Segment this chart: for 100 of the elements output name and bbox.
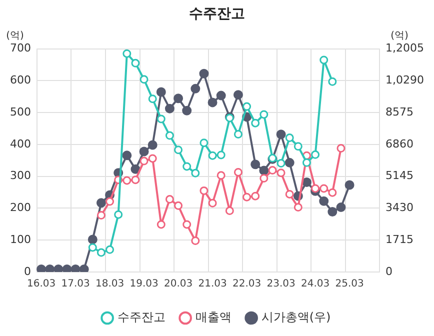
point: [174, 201, 183, 210]
point: [336, 202, 346, 212]
point: [302, 177, 312, 187]
y2-tick-label: 5145: [386, 169, 414, 182]
point: [182, 162, 192, 171]
point: [131, 58, 140, 68]
point: [182, 220, 192, 229]
y-tick-label: 700: [10, 42, 31, 55]
point: [148, 154, 157, 163]
point: [284, 158, 294, 168]
y2-tick-label: 1,0290: [386, 74, 424, 87]
point: [106, 197, 114, 206]
point: [122, 150, 132, 160]
y-tick-label: 500: [10, 105, 31, 118]
point: [122, 176, 132, 185]
x-tick-label: 23.03: [266, 278, 296, 290]
point: [276, 130, 286, 140]
point: [285, 190, 294, 198]
point: [234, 168, 242, 176]
legend-label: 매출액: [195, 310, 232, 324]
legend-label: 시가총액(우): [261, 310, 331, 324]
y2-tick-label: 6860: [386, 137, 414, 150]
point: [260, 174, 268, 183]
point: [36, 264, 46, 272]
y2-tick-label: 8575: [386, 105, 414, 118]
point: [54, 264, 64, 272]
point: [191, 236, 200, 245]
point: [182, 106, 192, 116]
point: [242, 192, 252, 202]
point: [191, 168, 200, 178]
point: [122, 49, 132, 58]
point: [139, 146, 149, 156]
point: [319, 196, 329, 206]
x-tick-label: 16.03: [26, 278, 56, 290]
y2-axis-title: (억): [390, 30, 409, 42]
point: [199, 68, 209, 78]
point: [140, 156, 148, 166]
point: [251, 192, 260, 200]
x-tick-label: 21.03: [198, 278, 227, 290]
point: [208, 98, 218, 108]
y2-tick-label: 1715: [386, 232, 414, 246]
point: [328, 207, 338, 217]
y2-tick-label: 0: [386, 264, 393, 278]
point: [208, 198, 217, 208]
point: [276, 168, 286, 178]
point: [174, 94, 184, 104]
point: [156, 114, 166, 124]
chart-title: 수주잔고: [189, 6, 245, 22]
point: [96, 248, 106, 257]
point: [311, 184, 320, 193]
point: [148, 94, 157, 104]
point: [320, 184, 328, 193]
point: [131, 176, 140, 184]
y-tick-label: 100: [10, 232, 31, 246]
point: [130, 164, 140, 174]
point: [200, 138, 208, 148]
point: [156, 220, 166, 229]
point: [216, 150, 226, 160]
point: [260, 110, 268, 119]
x-tick-label: 17.03: [61, 278, 90, 290]
point: [251, 118, 260, 128]
point: [88, 234, 98, 244]
point: [276, 159, 286, 168]
point: [328, 77, 337, 86]
point: [233, 90, 243, 100]
point: [164, 104, 174, 114]
point: [234, 130, 242, 139]
point: [190, 84, 200, 94]
legend-label: 수주잔고: [117, 310, 166, 324]
point: [225, 206, 234, 216]
y-tick-label: 300: [10, 169, 31, 182]
point: [200, 186, 208, 195]
point: [62, 264, 72, 272]
point: [96, 198, 106, 208]
point: [285, 134, 294, 142]
y-axis-title: (억): [6, 30, 24, 42]
point: [165, 195, 174, 204]
y-tick-label: 0: [24, 264, 31, 278]
y2-tick-label: 3430: [386, 201, 414, 214]
x-tick-label: 24.03: [300, 278, 330, 290]
point: [268, 166, 277, 175]
x-tick-label: 18.03: [95, 278, 124, 290]
point: [165, 131, 174, 140]
point: [242, 102, 252, 111]
y-tick-label: 600: [10, 74, 31, 87]
point: [96, 210, 106, 220]
point: [294, 203, 302, 212]
point: [106, 245, 114, 254]
point: [328, 188, 337, 197]
point: [259, 166, 269, 176]
y-tick-label: 400: [10, 137, 31, 150]
point: [216, 171, 226, 180]
point: [114, 210, 123, 219]
point: [294, 142, 302, 151]
point: [174, 146, 183, 154]
point: [45, 264, 55, 272]
point: [140, 75, 148, 84]
point: [88, 243, 97, 252]
point: [70, 264, 80, 272]
y2-tick-label: 1,2005: [386, 42, 424, 55]
